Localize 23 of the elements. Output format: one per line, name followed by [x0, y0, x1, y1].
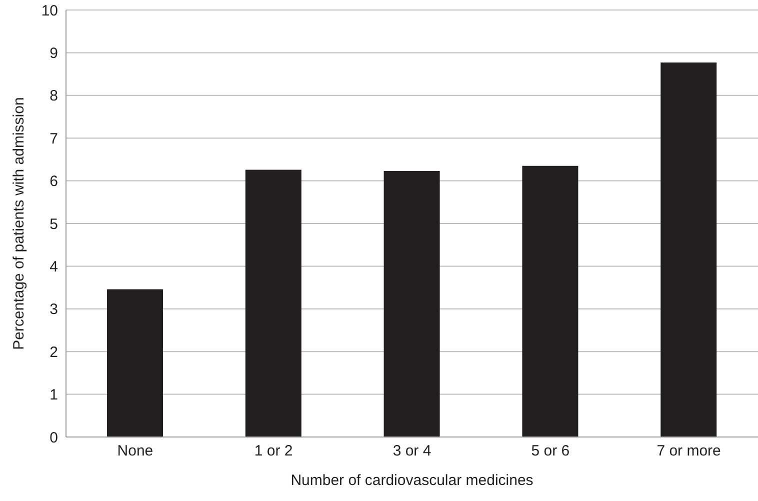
y-tick-label: 2	[50, 344, 58, 361]
x-tick-label: 1 or 2	[254, 442, 293, 460]
bar	[245, 170, 302, 437]
x-axis-title: Number of cardiovascular medicines	[290, 472, 534, 489]
y-tick-label: 4	[50, 258, 58, 276]
x-tick-label: 3 or 4	[392, 442, 432, 460]
y-axis-title: Percentage of patients with admission	[10, 97, 28, 350]
x-tick-label: None	[117, 442, 154, 460]
bar	[522, 166, 578, 437]
y-tick-label: 0	[50, 429, 58, 446]
y-tick-label: 8	[50, 88, 58, 105]
y-tick-label: 3	[50, 301, 58, 318]
bar	[107, 289, 163, 437]
y-tick-label: 5	[50, 216, 58, 233]
y-tick-label: 9	[50, 45, 58, 62]
bar	[660, 62, 717, 437]
y-tick-label: 7	[50, 130, 58, 148]
bar	[384, 170, 440, 437]
y-tick-label: 10	[41, 2, 58, 20]
y-tick-label: 6	[50, 173, 58, 190]
x-tick-label: 5 or 6	[531, 442, 570, 460]
x-tick-label: 7 or more	[656, 442, 721, 460]
y-tick-label: 1	[50, 386, 58, 404]
